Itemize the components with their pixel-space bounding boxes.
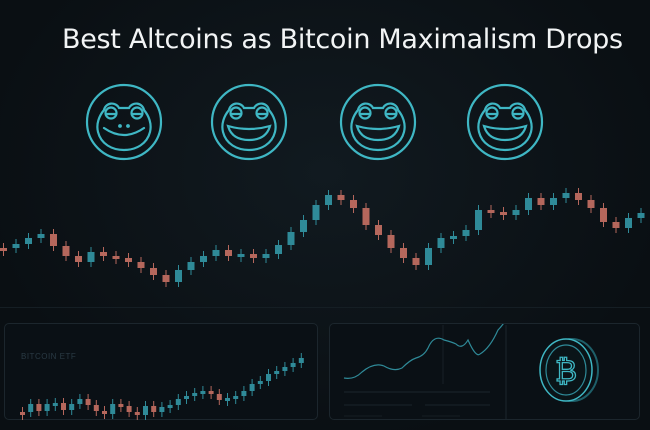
panel-label: BITCOIN ETF <box>21 352 77 361</box>
candle <box>500 212 507 215</box>
candle <box>216 394 222 400</box>
candle <box>50 234 57 246</box>
candle <box>512 210 520 215</box>
candle <box>44 404 50 411</box>
candle <box>25 238 32 244</box>
candle <box>134 412 140 415</box>
candle <box>208 391 214 394</box>
candle <box>262 254 270 258</box>
candle <box>137 262 145 268</box>
candle <box>587 200 595 208</box>
candle <box>350 200 357 208</box>
candle <box>290 363 296 367</box>
candle <box>266 374 271 381</box>
candle <box>52 403 58 406</box>
candle <box>537 198 545 205</box>
candle <box>225 250 232 256</box>
candle <box>87 252 95 262</box>
candle <box>28 404 34 412</box>
line-chart <box>343 324 507 420</box>
candle <box>75 256 82 262</box>
candle <box>159 407 165 412</box>
candle <box>282 367 288 371</box>
candle <box>200 391 206 394</box>
candle <box>125 258 132 262</box>
candle <box>61 403 66 410</box>
candle <box>0 248 7 251</box>
candle <box>187 262 195 270</box>
candle <box>249 384 255 391</box>
candle <box>192 393 198 396</box>
candle <box>175 399 181 405</box>
candle <box>625 218 632 228</box>
candle <box>562 193 570 198</box>
candle <box>362 208 370 225</box>
candle <box>450 236 457 239</box>
candle <box>175 270 182 282</box>
candle <box>100 252 107 256</box>
candle <box>12 244 20 248</box>
candle <box>325 195 332 205</box>
divider <box>0 307 650 308</box>
candle <box>475 210 482 230</box>
mini-candlestick-chart <box>20 353 304 420</box>
candle <box>300 220 307 232</box>
candle <box>126 406 132 412</box>
headline: Best Altcoins as Bitcoin Maximalism Drop… <box>62 24 623 55</box>
candle <box>275 245 282 254</box>
candle <box>237 254 245 257</box>
candle <box>37 234 45 238</box>
candle <box>69 404 75 410</box>
candle <box>118 404 124 407</box>
candle <box>637 213 645 218</box>
candle <box>487 210 495 213</box>
candle <box>102 411 107 414</box>
candle <box>250 254 257 258</box>
candle <box>612 222 620 228</box>
candle <box>20 412 25 415</box>
candle <box>112 256 120 259</box>
candle <box>525 198 532 210</box>
candle <box>387 235 395 248</box>
candle <box>150 268 157 275</box>
candle <box>400 248 407 258</box>
candle <box>375 225 382 235</box>
candle <box>200 256 207 262</box>
candle <box>143 406 148 415</box>
bitcoin-etf-panel: BITCOIN ETF <box>4 323 318 420</box>
candle <box>167 405 173 408</box>
candlestick-chart <box>0 188 645 287</box>
candle <box>274 371 280 374</box>
candle <box>437 238 445 248</box>
candle <box>298 358 304 363</box>
candle <box>462 230 470 236</box>
candle <box>575 193 582 200</box>
candle <box>151 406 157 412</box>
candle <box>62 246 70 256</box>
candle <box>36 404 42 411</box>
candle <box>287 232 295 245</box>
candle <box>110 404 116 414</box>
candle <box>241 391 247 396</box>
candle <box>233 396 239 399</box>
candle <box>425 248 432 265</box>
candle <box>162 275 170 282</box>
market-panel: ₿ <box>329 323 640 420</box>
candle <box>93 405 99 411</box>
candle <box>85 399 91 405</box>
svg-text:₿: ₿ <box>555 354 577 389</box>
candle <box>337 195 345 200</box>
candle <box>600 208 607 222</box>
candle <box>184 396 189 399</box>
candle <box>550 198 557 205</box>
candle <box>312 205 320 220</box>
bitcoin-coin-icon: ₿ <box>539 338 599 402</box>
candle <box>212 250 220 256</box>
candle <box>77 399 83 404</box>
candle <box>412 258 420 265</box>
candle <box>257 381 263 384</box>
candle <box>225 398 230 401</box>
